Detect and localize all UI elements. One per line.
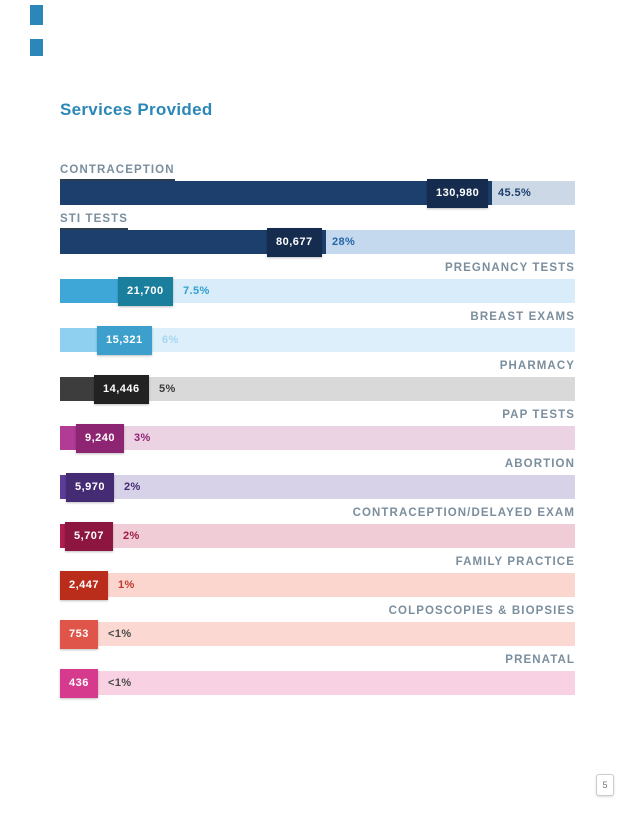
pct-label: 45.5% xyxy=(498,187,532,199)
pct-label: 3% xyxy=(134,432,151,444)
row-label: PHARMACY xyxy=(60,359,575,374)
row-label-text: PHARMACY xyxy=(499,360,575,372)
bar-track: 5,970 2% xyxy=(60,473,575,502)
row-label-text: CONTRACEPTION/DELAYED EXAM xyxy=(352,507,575,519)
value-box: 5,970 xyxy=(66,473,115,502)
corner-mark-top xyxy=(30,5,43,25)
chart-row: ABORTION 5,970 2% xyxy=(60,457,575,502)
value-box: 753 xyxy=(60,620,98,649)
value-box: 130,980 xyxy=(427,179,489,208)
bar-track: 14,446 5% xyxy=(60,375,575,404)
value-box: 2,447 xyxy=(60,571,109,600)
row-label-text: PREGNANCY TESTS xyxy=(444,262,575,274)
row-label-text: PRENATAL xyxy=(505,654,575,666)
chart-row: PAP TESTS 9,240 3% xyxy=(60,408,575,453)
pct-label: 7.5% xyxy=(183,285,210,297)
row-label: PRENATAL xyxy=(60,653,575,668)
row-label: ABORTION xyxy=(60,457,575,472)
value-box: 9,240 xyxy=(76,424,125,453)
corner-mark-bottom xyxy=(30,39,43,56)
bar-track: 5,707 2% xyxy=(60,522,575,551)
chart-row: COLPOSCOPIES & BIOPSIES 753 <1% xyxy=(60,604,575,649)
bar-track: 21,700 7.5% xyxy=(60,277,575,306)
bar-track: 436 <1% xyxy=(60,669,575,698)
page-number-badge: 5 xyxy=(596,774,614,796)
row-label-text: ABORTION xyxy=(504,458,575,470)
value-box: 21,700 xyxy=(118,277,173,306)
chart-row: PHARMACY 14,446 5% xyxy=(60,359,575,404)
pct-label: 5% xyxy=(159,383,176,395)
row-label-text: CONTRACEPTION xyxy=(60,163,175,181)
chart-row: PREGNANCY TESTS 21,700 7.5% xyxy=(60,261,575,306)
value-box: 14,446 xyxy=(94,375,149,404)
row-label: PAP TESTS xyxy=(60,408,575,423)
bar-track: 2,447 1% xyxy=(60,571,575,600)
bar-track: 753 <1% xyxy=(60,620,575,649)
bar-track: 130,980 45.5% xyxy=(60,179,575,208)
row-label-text: PAP TESTS xyxy=(502,409,575,421)
pct-label: 2% xyxy=(123,530,140,542)
chart-row: STI TESTS 80,677 28% xyxy=(60,212,575,257)
pct-label: 28% xyxy=(332,236,356,248)
row-label: STI TESTS xyxy=(60,212,575,230)
row-label: BREAST EXAMS xyxy=(60,310,575,325)
row-label: PREGNANCY TESTS xyxy=(60,261,575,276)
row-label: CONTRACEPTION xyxy=(60,163,575,181)
bar-track: 80,677 28% xyxy=(60,228,575,257)
bar xyxy=(60,181,492,205)
chart-row: PRENATAL 436 <1% xyxy=(60,653,575,698)
row-label-text: STI TESTS xyxy=(60,212,129,230)
value-box: 436 xyxy=(60,669,98,698)
value-box: 15,321 xyxy=(97,326,152,355)
chart-row: FAMILY PRACTICE 2,447 1% xyxy=(60,555,575,600)
pct-label: <1% xyxy=(108,677,132,689)
row-label: COLPOSCOPIES & BIOPSIES xyxy=(60,604,575,619)
pct-label: 2% xyxy=(124,481,141,493)
pct-label: <1% xyxy=(108,628,132,640)
row-label-text: COLPOSCOPIES & BIOPSIES xyxy=(388,605,575,617)
page-number-text: 5 xyxy=(602,780,608,790)
value-box: 5,707 xyxy=(65,522,114,551)
page-title: Services Provided xyxy=(60,100,213,119)
row-label: CONTRACEPTION/DELAYED EXAM xyxy=(60,506,575,521)
pct-label: 6% xyxy=(162,334,179,346)
chart-row: BREAST EXAMS 15,321 6% xyxy=(60,310,575,355)
value-box: 80,677 xyxy=(267,228,322,257)
bar-track: 15,321 6% xyxy=(60,326,575,355)
row-label-text: FAMILY PRACTICE xyxy=(455,556,575,568)
row-label: FAMILY PRACTICE xyxy=(60,555,575,570)
chart-row: CONTRACEPTION 130,980 45.5% xyxy=(60,163,575,208)
services-provided-chart: CONTRACEPTION 130,980 45.5% STI TESTS 80,677… xyxy=(60,163,575,702)
chart-row: CONTRACEPTION/DELAYED EXAM 5,707 2% xyxy=(60,506,575,551)
row-label-text: BREAST EXAMS xyxy=(470,311,575,323)
pct-label: 1% xyxy=(118,579,135,591)
bar-track: 9,240 3% xyxy=(60,424,575,453)
